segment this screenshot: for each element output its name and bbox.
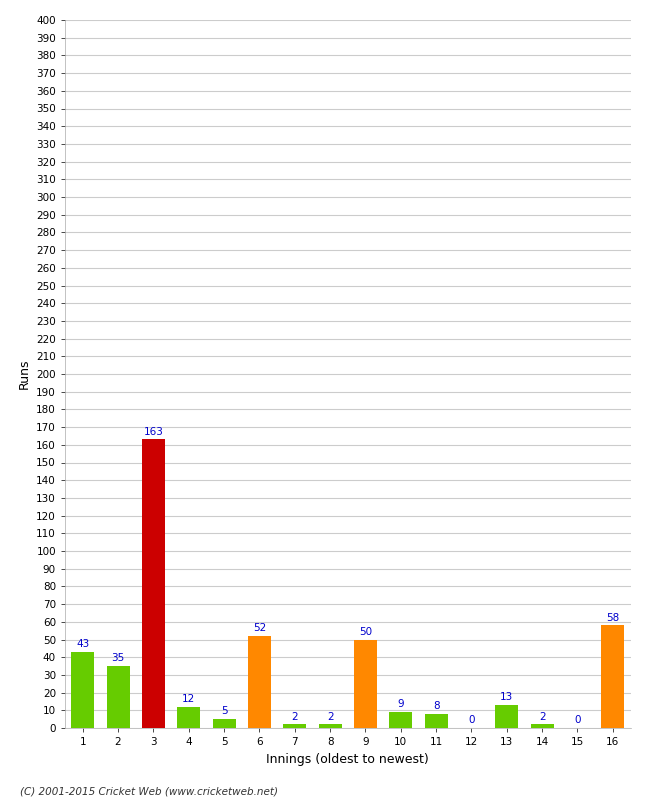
Bar xyxy=(424,714,448,728)
Text: (C) 2001-2015 Cricket Web (www.cricketweb.net): (C) 2001-2015 Cricket Web (www.cricketwe… xyxy=(20,786,278,796)
Text: 8: 8 xyxy=(433,701,439,711)
Text: 2: 2 xyxy=(327,712,333,722)
Text: 5: 5 xyxy=(221,706,228,717)
Bar xyxy=(177,706,200,728)
Bar xyxy=(354,639,377,728)
Bar xyxy=(283,725,306,728)
Bar xyxy=(213,719,235,728)
Bar xyxy=(248,636,271,728)
Text: 13: 13 xyxy=(500,692,514,702)
Text: 9: 9 xyxy=(397,699,404,710)
Text: 2: 2 xyxy=(539,712,545,722)
Bar xyxy=(107,666,129,728)
Text: 50: 50 xyxy=(359,627,372,637)
Bar xyxy=(530,725,554,728)
Bar xyxy=(142,439,165,728)
Y-axis label: Runs: Runs xyxy=(18,358,31,390)
Text: 12: 12 xyxy=(182,694,196,704)
Text: 43: 43 xyxy=(76,639,89,650)
Text: 0: 0 xyxy=(574,715,580,726)
Text: 163: 163 xyxy=(144,427,163,437)
Text: 58: 58 xyxy=(606,613,619,622)
Bar xyxy=(495,705,518,728)
Bar xyxy=(389,712,412,728)
Text: 0: 0 xyxy=(468,715,474,726)
Bar xyxy=(318,725,341,728)
Text: 35: 35 xyxy=(111,654,125,663)
Text: 52: 52 xyxy=(253,623,266,634)
X-axis label: Innings (oldest to newest): Innings (oldest to newest) xyxy=(266,753,429,766)
Bar xyxy=(72,652,94,728)
Text: 2: 2 xyxy=(291,712,298,722)
Bar xyxy=(601,626,624,728)
